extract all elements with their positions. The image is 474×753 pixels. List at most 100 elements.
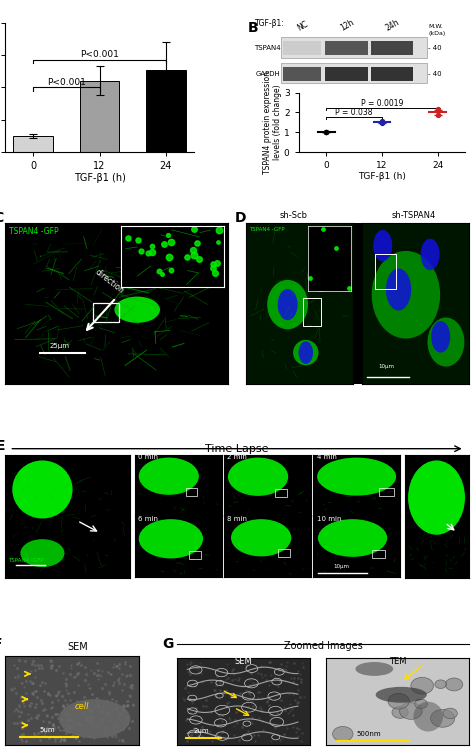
Point bbox=[223, 658, 231, 670]
Point bbox=[245, 687, 253, 699]
Point bbox=[118, 669, 126, 681]
Point bbox=[297, 673, 305, 685]
Point bbox=[192, 727, 200, 739]
Ellipse shape bbox=[20, 539, 64, 567]
Point bbox=[186, 668, 193, 680]
Point bbox=[434, 103, 441, 115]
Point bbox=[261, 669, 268, 681]
Ellipse shape bbox=[318, 519, 387, 556]
Point bbox=[68, 659, 75, 671]
Point bbox=[183, 658, 191, 670]
Ellipse shape bbox=[139, 458, 199, 495]
Point bbox=[95, 664, 102, 676]
Point bbox=[241, 687, 248, 699]
Point bbox=[55, 712, 62, 724]
Point bbox=[31, 659, 39, 671]
Text: TSPAN4 -GFP: TSPAN4 -GFP bbox=[9, 558, 44, 563]
Point bbox=[267, 735, 274, 747]
Point bbox=[12, 703, 20, 715]
Point bbox=[31, 730, 38, 742]
Point bbox=[297, 676, 305, 688]
Point bbox=[116, 662, 123, 674]
Y-axis label: TSPAN4 protein expression
levels (fold change): TSPAN4 protein expression levels (fold c… bbox=[263, 71, 283, 174]
Point bbox=[103, 694, 110, 706]
Point bbox=[27, 712, 35, 724]
Point bbox=[28, 678, 36, 690]
Point bbox=[255, 712, 263, 724]
Text: 500nm: 500nm bbox=[356, 730, 381, 736]
Point bbox=[37, 659, 45, 671]
Circle shape bbox=[333, 727, 353, 742]
Point bbox=[110, 676, 118, 688]
Point bbox=[257, 668, 265, 680]
Point bbox=[41, 677, 48, 689]
Point bbox=[44, 721, 51, 733]
Point bbox=[242, 684, 249, 696]
Point bbox=[111, 729, 119, 741]
Point bbox=[62, 680, 69, 692]
Point bbox=[256, 701, 264, 713]
Point bbox=[120, 700, 128, 712]
Point bbox=[66, 722, 73, 734]
Point bbox=[265, 699, 273, 711]
Text: B: B bbox=[248, 21, 259, 35]
Text: 4 min: 4 min bbox=[317, 454, 337, 460]
Ellipse shape bbox=[12, 460, 73, 519]
Bar bbox=[281, 37, 427, 57]
Point bbox=[122, 670, 129, 682]
Bar bbox=[93, 303, 119, 322]
Bar bbox=[146, 69, 186, 152]
Point bbox=[47, 655, 55, 667]
Text: - 40: - 40 bbox=[428, 44, 442, 50]
Point bbox=[31, 685, 39, 697]
Point bbox=[289, 703, 296, 715]
Point bbox=[186, 707, 193, 719]
Point bbox=[119, 699, 127, 711]
Point bbox=[24, 708, 31, 720]
Point bbox=[120, 678, 128, 691]
Point bbox=[262, 674, 269, 686]
Point bbox=[297, 735, 305, 747]
Point bbox=[219, 709, 227, 721]
Point bbox=[22, 735, 29, 747]
Point bbox=[118, 684, 126, 696]
Point bbox=[72, 732, 79, 744]
Point bbox=[72, 700, 80, 712]
Point bbox=[57, 733, 64, 745]
Bar bbox=[379, 488, 394, 496]
Point bbox=[289, 709, 296, 721]
Point bbox=[113, 660, 121, 672]
X-axis label: TGF-β1 (h): TGF-β1 (h) bbox=[73, 172, 126, 182]
Point bbox=[222, 684, 229, 696]
Point bbox=[294, 684, 301, 696]
Point bbox=[38, 721, 46, 733]
Point bbox=[187, 729, 194, 741]
Point bbox=[66, 669, 73, 681]
Point bbox=[38, 662, 46, 674]
Point bbox=[256, 686, 264, 698]
Point bbox=[192, 706, 200, 718]
Text: F: F bbox=[0, 636, 2, 651]
Point bbox=[244, 725, 251, 737]
Point bbox=[88, 664, 95, 676]
Point bbox=[125, 695, 132, 707]
Point bbox=[14, 671, 22, 683]
Point bbox=[48, 711, 55, 723]
Point bbox=[118, 734, 126, 746]
Point bbox=[76, 699, 83, 711]
Point bbox=[50, 722, 58, 734]
Point bbox=[215, 730, 222, 742]
Point bbox=[378, 116, 386, 128]
Point bbox=[236, 704, 243, 716]
Text: - 40: - 40 bbox=[428, 71, 442, 77]
Point bbox=[299, 661, 307, 673]
Point bbox=[65, 708, 73, 720]
Point bbox=[291, 694, 299, 706]
Point bbox=[283, 656, 291, 668]
Point bbox=[38, 675, 46, 687]
Point bbox=[18, 733, 25, 745]
Point bbox=[292, 727, 300, 739]
Point bbox=[280, 701, 287, 713]
Point bbox=[128, 682, 136, 694]
Point bbox=[293, 721, 301, 733]
